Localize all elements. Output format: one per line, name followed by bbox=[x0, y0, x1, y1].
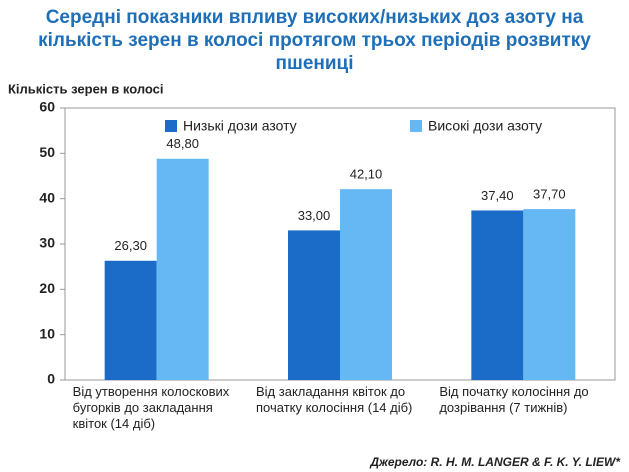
x-tick-label: Від закладання квіток до початку колосін… bbox=[256, 384, 413, 415]
value-label: 33,00 bbox=[298, 208, 331, 223]
value-label: 48,80 bbox=[166, 136, 199, 151]
y-tick-label: 50 bbox=[39, 144, 55, 160]
value-label: 37,40 bbox=[481, 188, 514, 203]
chart-title: Середні показники впливу високих/низьких… bbox=[38, 7, 591, 74]
bar bbox=[471, 210, 524, 380]
value-label: 42,10 bbox=[350, 167, 383, 182]
y-tick-label: 0 bbox=[47, 371, 55, 387]
bar bbox=[288, 230, 340, 380]
bar bbox=[156, 158, 209, 380]
y-tick-label: 20 bbox=[39, 280, 55, 296]
source: Джерело: R. H. M. LANGER & F. K. Y. LIEW… bbox=[369, 455, 621, 469]
y-tick-label: 60 bbox=[39, 99, 55, 115]
value-label: 37,70 bbox=[533, 187, 566, 202]
legend-swatch bbox=[165, 120, 177, 132]
bar bbox=[340, 189, 392, 380]
y-axis-label: Кількість зерен в колосі bbox=[8, 81, 164, 96]
y-tick-label: 40 bbox=[39, 189, 55, 205]
value-label: 26,30 bbox=[114, 238, 147, 253]
legend-label: Низькі дози азоту bbox=[183, 118, 297, 134]
bar bbox=[523, 209, 576, 380]
legend-label: Високі дози азоту bbox=[428, 118, 542, 134]
x-tick-label: Від утворення колоскових бугорків до зак… bbox=[72, 384, 230, 431]
legend-swatch bbox=[410, 120, 422, 132]
bar bbox=[104, 260, 157, 380]
y-tick-label: 30 bbox=[39, 235, 55, 251]
x-tick-label: Від початку колосіння до дозрівання (7 т… bbox=[439, 384, 589, 415]
y-tick-label: 10 bbox=[39, 325, 55, 341]
